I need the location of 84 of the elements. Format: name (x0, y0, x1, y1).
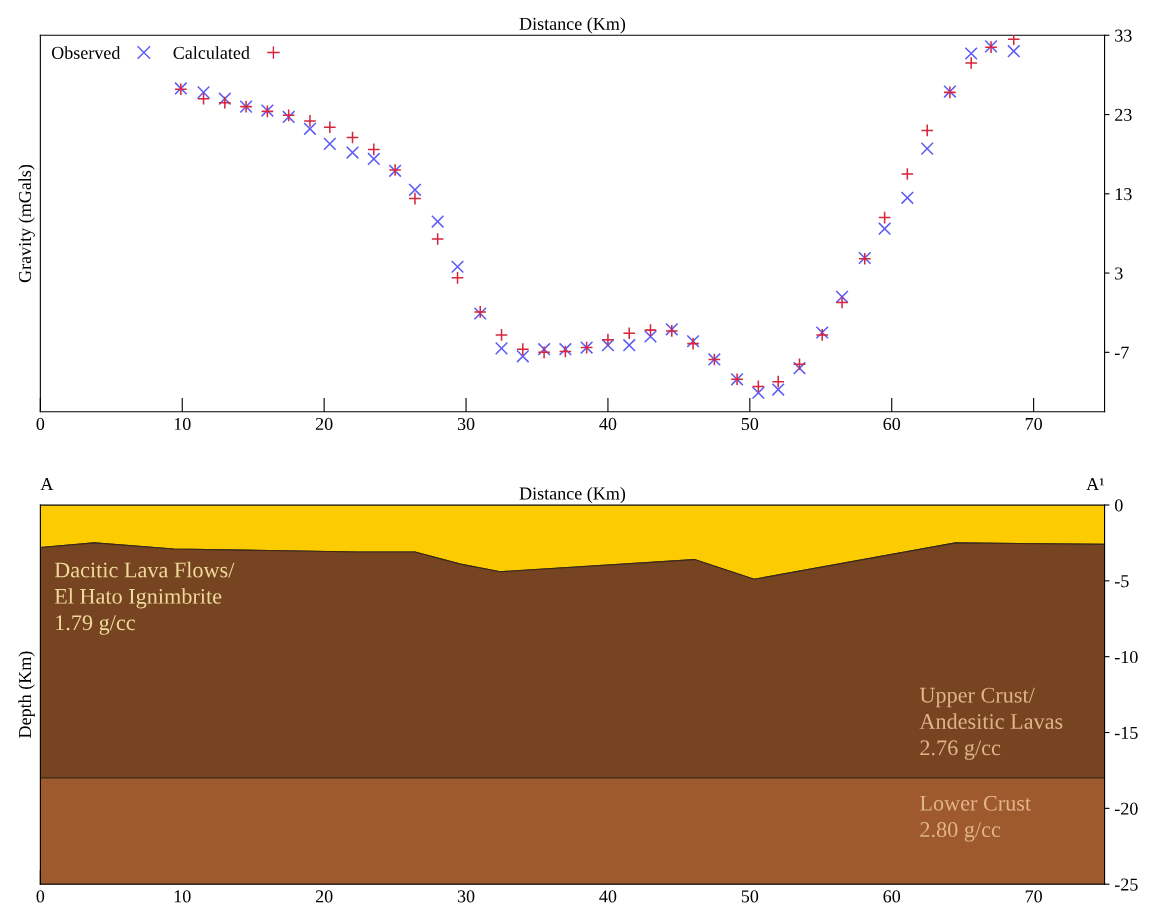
point (964, 46, 978, 61)
point (367, 142, 381, 157)
point (835, 295, 849, 309)
point (516, 342, 530, 356)
point (920, 123, 934, 137)
annotation: Dacitic Lava Flows/ El Hato Ignimbrite 1.79 g/cc (54, 561, 235, 635)
annotation: Upper Crust/ Andesitic Lavas 2.76 g/cc (919, 687, 1063, 760)
point (878, 211, 892, 225)
x-tick-label: 70 (1025, 417, 1042, 431)
annotation: A¹ (1086, 478, 1104, 491)
x-tick-label: 10 (174, 890, 191, 903)
y-tick-label: 0 (1114, 499, 1123, 512)
point (303, 122, 317, 136)
point (345, 130, 360, 145)
y-tick-label: 3 (1115, 267, 1123, 280)
x-tick-label: 20 (315, 890, 333, 903)
x-tick-label: 30 (457, 890, 475, 903)
point (1007, 35, 1021, 46)
annotation: A (40, 478, 54, 491)
x-tick-label: 10 (174, 417, 191, 431)
point (408, 191, 422, 206)
x-tick-label: 0 (36, 890, 45, 903)
point (196, 85, 211, 99)
x-tick-label: 50 (741, 890, 759, 903)
x-tick-label: 40 (599, 417, 617, 431)
point (771, 375, 785, 389)
point (196, 92, 211, 106)
point (1007, 44, 1021, 58)
point (792, 357, 807, 371)
x-tick-label: 60 (883, 417, 901, 431)
point (431, 232, 445, 246)
point (964, 56, 978, 70)
point (367, 152, 381, 166)
point (601, 333, 615, 347)
x-tick-label: 60 (883, 890, 901, 903)
point (323, 120, 337, 134)
point (771, 383, 785, 397)
x-tick-label: 70 (1025, 890, 1042, 903)
x-tick-label: 20 (315, 417, 333, 431)
point (900, 191, 914, 205)
point (643, 323, 658, 337)
y-tick-label: -5 (1114, 575, 1129, 588)
legend-label: Calculated (173, 46, 250, 59)
y-tick-label: -20 (1114, 802, 1138, 815)
y-tick-label: 33 (1115, 29, 1132, 42)
x-tick-label: 40 (599, 890, 617, 903)
point (751, 386, 765, 400)
point (494, 341, 509, 355)
legend-label: Observed (51, 46, 121, 59)
point (450, 260, 465, 274)
point (601, 338, 615, 352)
y-tick-label: 23 (1115, 108, 1132, 121)
point (622, 326, 636, 340)
point (878, 222, 892, 236)
point (920, 142, 934, 156)
x-tick-label: 30 (457, 417, 475, 431)
y-tick-label: -15 (1114, 726, 1138, 739)
y-tick-label: -25 (1114, 878, 1138, 891)
point (450, 271, 465, 285)
point (345, 146, 360, 160)
point (431, 214, 445, 229)
point (218, 92, 232, 106)
point (218, 96, 232, 110)
y-tick-label: -10 (1114, 650, 1138, 664)
point (516, 349, 530, 363)
y-axis-title: Gravity (mGals) (18, 164, 35, 283)
point (622, 338, 636, 352)
point (408, 183, 422, 197)
point (792, 361, 807, 375)
point (323, 137, 337, 151)
point (900, 167, 914, 181)
point (494, 328, 509, 342)
y-tick-label: -7 (1114, 346, 1129, 359)
point (303, 114, 317, 128)
point (835, 290, 849, 304)
point (643, 329, 658, 344)
x-axis-title: Distance (Km) (519, 486, 626, 504)
annotation: Lower Crust 2.80 g/cc (920, 795, 1031, 842)
y-tick-label: 13 (1115, 188, 1132, 201)
point (751, 379, 765, 393)
x-axis-title: Distance (Km) (519, 17, 626, 34)
x-tick-label: 0 (36, 417, 45, 431)
y-axis-title: Depth (Km) (18, 651, 35, 738)
x-tick-label: 50 (741, 417, 759, 431)
